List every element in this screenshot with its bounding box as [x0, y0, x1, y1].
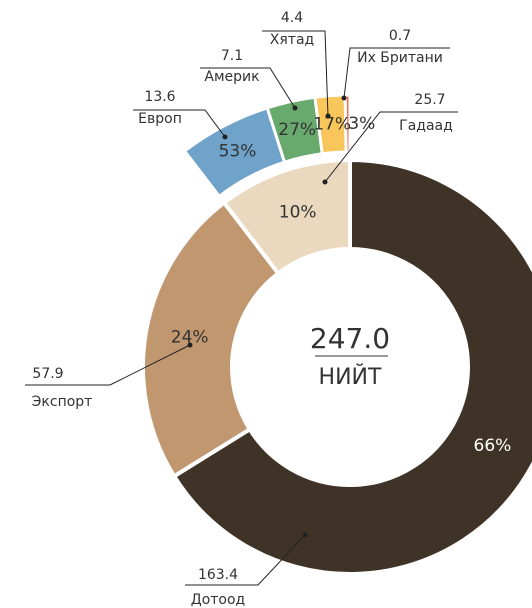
value-label: 25.7 — [414, 92, 445, 108]
leader-line — [324, 111, 458, 183]
leader-dot — [222, 134, 228, 140]
percent-label: 66% — [474, 436, 512, 456]
breakdown-category: Европ — [138, 111, 182, 127]
leader-dot — [322, 179, 328, 185]
breakdown-category: Хятад — [270, 32, 314, 48]
leader-dot — [302, 532, 308, 538]
leader-dot — [325, 113, 331, 119]
leader-line — [185, 534, 306, 586]
category-label: Гадаад — [399, 118, 453, 134]
leader-line — [262, 30, 329, 117]
percent-label: 24% — [171, 328, 209, 348]
leader-line — [200, 67, 296, 109]
donut-segment — [141, 199, 282, 479]
leader-line — [25, 344, 191, 386]
breakdown-percent: 27% — [278, 120, 316, 140]
breakdown-value: 4.4 — [281, 10, 303, 26]
breakdown-segment — [343, 93, 352, 154]
donut-segment — [171, 157, 532, 576]
breakdown-category: Их Британи — [357, 50, 443, 66]
breakdown-percent: 17% — [313, 115, 351, 135]
value-label: 163.4 — [198, 567, 238, 583]
donut-segment — [221, 157, 352, 277]
breakdown-percent: 3% — [348, 114, 375, 134]
breakdown-percent: 53% — [219, 142, 257, 162]
leader-dot — [187, 342, 193, 348]
category-label: Экспорт — [32, 394, 93, 410]
leader-line — [133, 109, 226, 138]
value-label: 57.9 — [32, 366, 63, 382]
total-value: 247.0 — [310, 322, 390, 355]
leader-line — [343, 47, 450, 99]
percent-label: 10% — [279, 203, 317, 223]
leader-dot — [292, 105, 298, 111]
leader-dot — [341, 95, 347, 101]
breakdown-value: 7.1 — [221, 48, 243, 64]
total-label: НИЙТ — [319, 364, 382, 390]
breakdown-value: 13.6 — [144, 89, 175, 105]
breakdown-category: Америк — [204, 69, 259, 85]
breakdown-value: 0.7 — [389, 28, 411, 44]
category-label: Дотоод — [191, 592, 245, 608]
